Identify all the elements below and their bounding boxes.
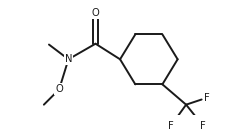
Text: F: F [168,121,174,131]
Text: F: F [204,93,209,103]
Text: N: N [65,54,72,64]
Text: O: O [92,8,99,18]
Text: F: F [200,121,206,131]
Text: O: O [55,84,63,94]
